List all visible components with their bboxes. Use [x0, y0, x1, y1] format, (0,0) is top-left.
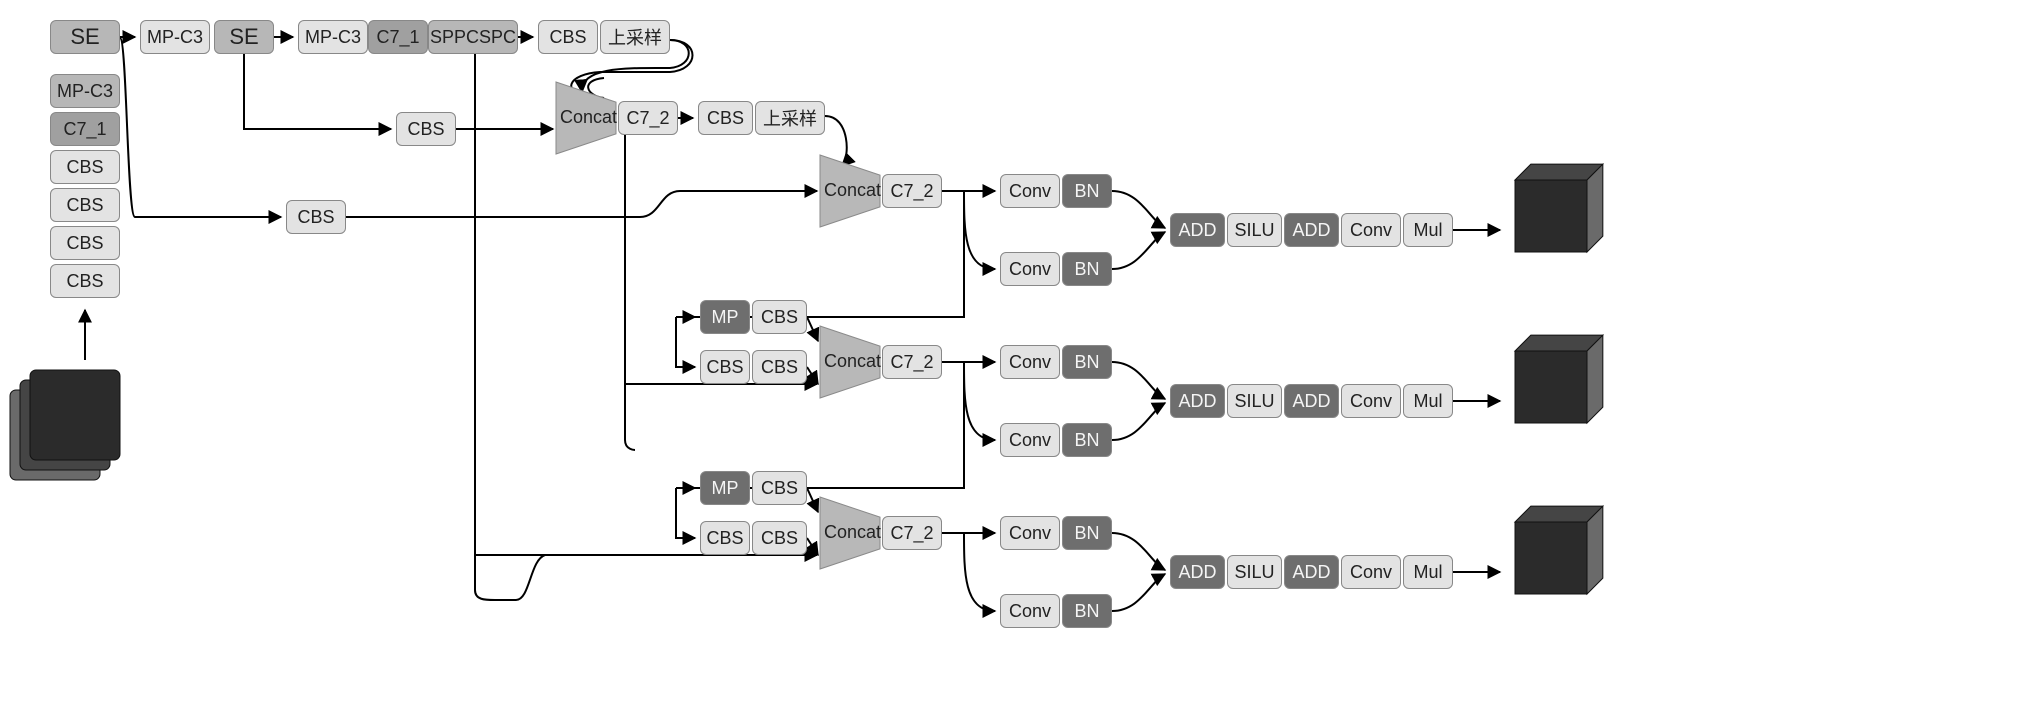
pair-p4a_cbs: CBS: [752, 471, 807, 505]
block-h2_mul: Mul: [1403, 384, 1453, 418]
top-t_se2: SE: [214, 20, 274, 54]
block-h1_convA: Conv: [1000, 174, 1060, 208]
block-h1_silu: SILU: [1227, 213, 1282, 247]
output-tensor-3-icon: [1515, 506, 1603, 594]
edge: [825, 116, 847, 166]
edge: [1112, 574, 1165, 611]
output-tensor-2-icon: [1515, 335, 1603, 423]
backbone-bb_cbs3: CBS: [50, 226, 120, 260]
ac-ac3_c72: C7_2: [882, 345, 942, 379]
pair-p3a_cbs: CBS: [752, 300, 807, 334]
block-h2_conv3: Conv: [1341, 384, 1401, 418]
block-h2_silu: SILU: [1227, 384, 1282, 418]
edge: [625, 135, 635, 450]
edge: [1112, 362, 1165, 399]
input-tensor-icon: [10, 390, 100, 480]
block-h1_bnB: BN: [1062, 252, 1112, 286]
edge: [807, 367, 818, 384]
diagram-stage: ConcatConcatConcatConcatCBSCBSCBSCBSC7_1…: [0, 0, 2031, 704]
edge: [807, 488, 818, 512]
ac-ac2_c72: C7_2: [882, 174, 942, 208]
block-h1_conv3: Conv: [1341, 213, 1401, 247]
ac-ac4_c72: C7_2: [882, 516, 942, 550]
block-h1_convB: Conv: [1000, 252, 1060, 286]
block-h3_convA: Conv: [1000, 516, 1060, 550]
concat-label: Concat: [824, 180, 881, 201]
output-tensor-1-icon: [1515, 164, 1603, 252]
edge: [807, 317, 818, 341]
ac-ac1_up: 上采样: [755, 101, 825, 135]
block-h3_convB: Conv: [1000, 594, 1060, 628]
block-h1_add2: ADD: [1284, 213, 1339, 247]
mid-m_cbs_mid: CBS: [396, 112, 456, 146]
block-h3_mul: Mul: [1403, 555, 1453, 589]
top-t_mpc3a: MP-C3: [140, 20, 210, 54]
edge: [1112, 533, 1165, 570]
pair-p4a_mp: MP: [700, 471, 750, 505]
block-h3_bnA: BN: [1062, 516, 1112, 550]
backbone-bb_cbs2: CBS: [50, 188, 120, 222]
top-t_spp: SPPCSPC: [428, 20, 518, 54]
block-h1_bnA: BN: [1062, 174, 1112, 208]
top-t_c71: C7_1: [368, 20, 428, 54]
edge: [964, 533, 995, 611]
backbone-bb_mpc3: MP-C3: [50, 74, 120, 108]
block-h2_add1: ADD: [1170, 384, 1225, 418]
ac-ac1_cbs: CBS: [698, 101, 753, 135]
ac-ac1_c72: C7_2: [618, 101, 678, 135]
input-tensor-icon: [20, 380, 110, 470]
block-h3_add1: ADD: [1170, 555, 1225, 589]
block-h2_add2: ADD: [1284, 384, 1339, 418]
block-h3_conv3: Conv: [1341, 555, 1401, 589]
pair-p3a_mp: MP: [700, 300, 750, 334]
mid-m_cbs_low: CBS: [286, 200, 346, 234]
backbone-bb_cbs4: CBS: [50, 264, 120, 298]
edge: [120, 38, 281, 217]
top-t_mpc3b: MP-C3: [298, 20, 368, 54]
block-h2_bnA: BN: [1062, 345, 1112, 379]
backbone-bb_cbs1: CBS: [50, 150, 120, 184]
block-h1_add1: ADD: [1170, 213, 1225, 247]
edge: [1112, 232, 1165, 269]
top-t_cbs: CBS: [538, 20, 598, 54]
edge: [807, 538, 818, 555]
input-tensor-icon: [30, 370, 120, 460]
block-h2_convA: Conv: [1000, 345, 1060, 379]
block-h3_silu: SILU: [1227, 555, 1282, 589]
pair-p3b_cbs1: CBS: [700, 350, 750, 384]
edge: [676, 191, 964, 317]
block-h2_bnB: BN: [1062, 423, 1112, 457]
block-h3_bnB: BN: [1062, 594, 1112, 628]
backbone-bb_se: SE: [50, 20, 120, 54]
edge: [244, 54, 391, 129]
concat-label: Concat: [560, 107, 617, 128]
edge: [676, 317, 695, 367]
edge: [964, 191, 995, 269]
edge: [1112, 403, 1165, 440]
edge: [1112, 191, 1165, 228]
edge: [964, 362, 995, 440]
pair-p3b_cbs2: CBS: [752, 350, 807, 384]
top-t_up: 上采样: [600, 20, 670, 54]
edge: [346, 191, 817, 217]
backbone-bb_c71: C7_1: [50, 112, 120, 146]
concat-label: Concat: [824, 351, 881, 372]
pair-p4b_cbs1: CBS: [700, 521, 750, 555]
concat-label: Concat: [824, 522, 881, 543]
block-h2_convB: Conv: [1000, 423, 1060, 457]
block-h3_add2: ADD: [1284, 555, 1339, 589]
block-h1_mul: Mul: [1403, 213, 1453, 247]
pair-p4b_cbs2: CBS: [752, 521, 807, 555]
edge: [676, 488, 695, 538]
